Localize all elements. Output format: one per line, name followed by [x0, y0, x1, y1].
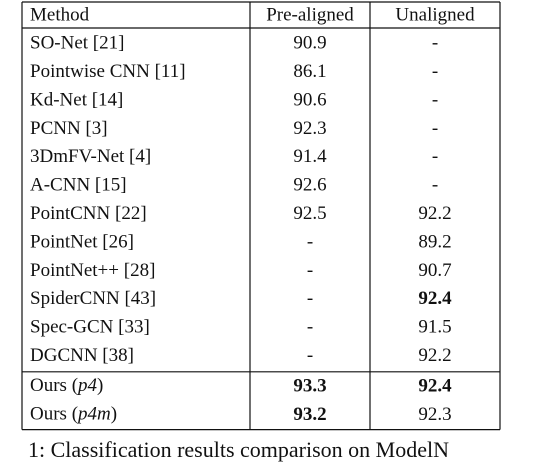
table-cell: SO-Net [21]	[30, 33, 124, 54]
table-cell: -	[307, 288, 313, 309]
table-cell: 90.6	[293, 89, 326, 110]
header-cell: Unaligned	[395, 4, 475, 25]
table-cell: PointNet++ [28]	[30, 260, 155, 281]
table-cell: 89.2	[418, 231, 451, 252]
cell-part: Ours (	[30, 375, 78, 396]
table-cell: 92.6	[293, 175, 326, 196]
table-cell: 93.2	[293, 404, 326, 425]
table-cell: -	[432, 175, 438, 196]
table-cell: 86.1	[293, 61, 326, 82]
table-cell: -	[307, 260, 313, 281]
table-cell: 93.3	[293, 375, 326, 396]
table-cell: Pointwise CNN [11]	[30, 61, 186, 82]
table-cell: -	[432, 118, 438, 139]
table-cell: -	[307, 317, 313, 338]
table-cell: Spec-GCN [33]	[30, 317, 150, 338]
table-cell: PointNet [26]	[30, 231, 134, 252]
table-cell: 90.9	[293, 33, 326, 54]
table-cell: 92.4	[418, 375, 452, 396]
table-cell: A-CNN [15]	[30, 175, 127, 196]
table-cell: 92.3	[293, 118, 326, 139]
table-cell: -	[432, 61, 438, 82]
table-cell: -	[307, 231, 313, 252]
cell-part: Ours (	[30, 404, 78, 425]
table-cell: 92.5	[293, 203, 326, 224]
header-cell: Method	[30, 4, 90, 25]
table-cell: 92.3	[418, 404, 451, 425]
table-cell: Ours (p4)	[30, 375, 103, 396]
cell-part: )	[111, 404, 117, 425]
table-cell: 92.2	[418, 345, 451, 366]
table-cell: 91.5	[418, 317, 451, 338]
table-cell: DGCNN [38]	[30, 345, 134, 366]
cell-part: p4	[76, 375, 98, 396]
table-cell: -	[307, 345, 313, 366]
table-cell: 92.2	[418, 203, 451, 224]
table-cell: -	[432, 146, 438, 167]
table-cell: PointCNN [22]	[30, 203, 147, 224]
cell-part: p4m	[76, 404, 111, 425]
cell-part: )	[97, 375, 103, 396]
table-cell: -	[432, 33, 438, 54]
table-cell: PCNN [3]	[30, 118, 108, 139]
table-cell: SpiderCNN [43]	[30, 288, 156, 309]
table-cell: 3DmFV-Net [4]	[30, 146, 151, 167]
caption: 1: Classification results comparison on …	[28, 437, 449, 462]
table-cell: Kd-Net [14]	[30, 89, 123, 110]
header-cell: Pre-aligned	[266, 4, 354, 25]
table-cell: 90.7	[418, 260, 451, 281]
table-cell: 91.4	[293, 146, 327, 167]
table-cell: Ours (p4m)	[30, 404, 117, 425]
table-cell: 92.4	[418, 288, 452, 309]
table-cell: -	[432, 89, 438, 110]
